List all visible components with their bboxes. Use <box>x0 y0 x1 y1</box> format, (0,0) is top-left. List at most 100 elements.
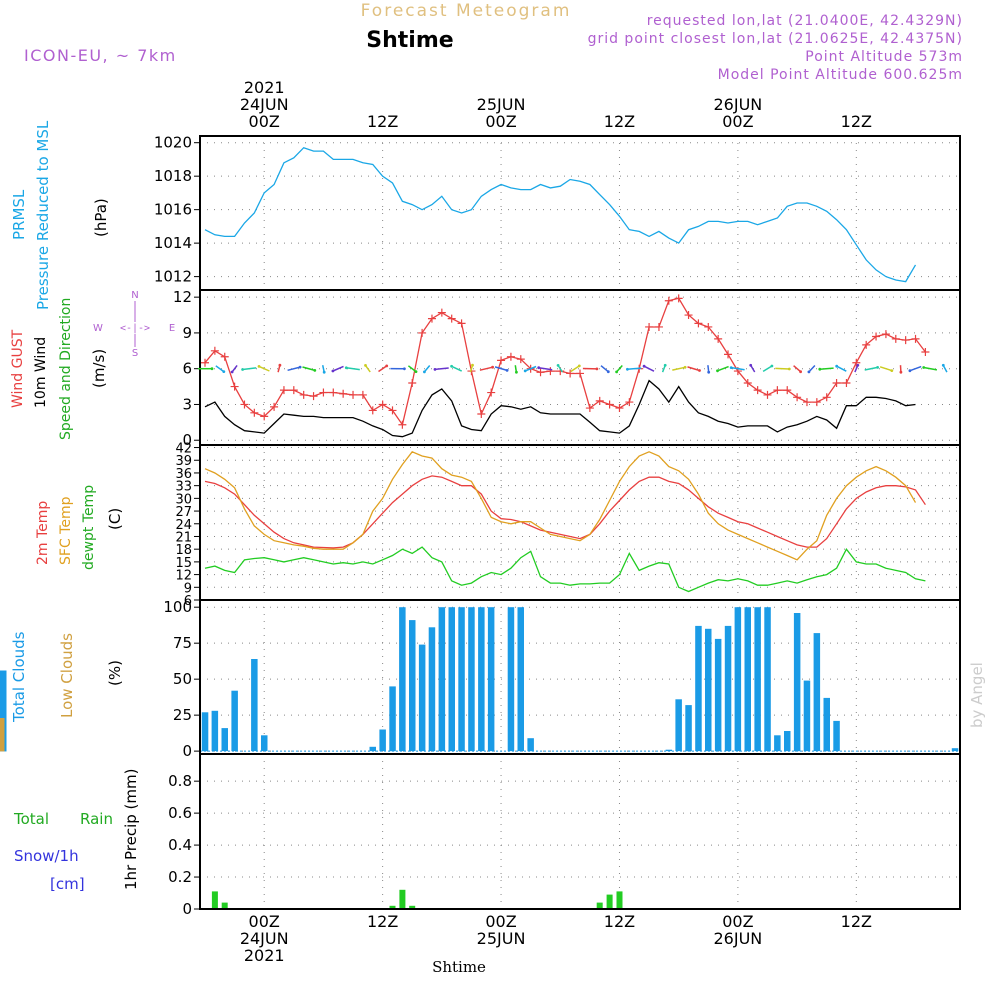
wind-unit-label: (m/s) <box>90 349 108 388</box>
bottom-time-label: 00Z <box>485 912 516 931</box>
wind-arrow-head <box>278 363 282 367</box>
temperature-ytick-label: 9 <box>184 581 192 596</box>
wind-arrow-head <box>505 369 509 372</box>
pressure-ytick-label: 1016 <box>154 201 192 219</box>
wind-arrow-head <box>908 369 912 373</box>
gust-marker <box>319 388 328 397</box>
cloud-unit-label: (%) <box>106 660 124 686</box>
clouds-bar <box>813 633 821 752</box>
wind-arrow <box>819 367 834 370</box>
wind-arrow <box>215 365 225 373</box>
compass-n: N <box>131 290 138 301</box>
gust-marker <box>704 322 713 331</box>
pressure-frame <box>199 135 961 291</box>
gust-marker <box>516 355 525 364</box>
wind-arrow-head <box>222 370 226 373</box>
temperature-ytick-label: 33 <box>175 480 192 495</box>
gust-marker <box>378 400 387 409</box>
top-time-label: 00Z <box>722 112 753 131</box>
wind-arrow-head <box>787 367 791 371</box>
wind-arrow-head <box>770 364 774 368</box>
gust-marker <box>684 311 693 320</box>
temperature-ytick-label: 18 <box>175 543 192 558</box>
wind-arrow <box>923 366 938 371</box>
gust-marker <box>852 358 861 367</box>
clouds-bar <box>418 644 426 752</box>
wind-arrow <box>616 365 623 373</box>
precip-ytick-label: 0.8 <box>168 772 192 790</box>
wind-arrow <box>775 367 790 370</box>
temperature-ytick-label: 6 <box>184 594 192 609</box>
product-title: Forecast Meteogram <box>361 1 572 21</box>
wind-arrow-head <box>257 365 261 368</box>
gust-marker <box>812 398 821 407</box>
clouds-bar <box>665 749 673 752</box>
wind-arrow-head <box>606 370 610 374</box>
wind-arrow-head <box>515 370 518 374</box>
gust-marker <box>358 390 367 399</box>
wind-arrow <box>687 366 700 372</box>
gust-marker <box>408 379 417 387</box>
precip-ytick-label: 0.6 <box>168 804 192 822</box>
clouds-ytick-label: 25 <box>173 706 192 724</box>
wind-arrow-head <box>941 363 945 367</box>
wind-arrow-head <box>729 366 733 369</box>
clouds-bar <box>0 676 7 752</box>
temperature-ytick-label: 27 <box>175 505 192 520</box>
wind-arrow <box>538 366 553 371</box>
bottom-time-label: 24JUN <box>240 929 289 948</box>
wind-ytick-label: 9 <box>182 324 192 342</box>
wind-arrow <box>378 365 388 373</box>
wind-arrow-head <box>922 366 926 369</box>
clouds-bar <box>201 712 209 752</box>
top-time-label: 00Z <box>249 112 280 131</box>
temperature-ytick-label: 42 <box>175 442 192 457</box>
wind-arrow <box>524 365 537 372</box>
gust-marker <box>674 294 683 303</box>
clouds-bar <box>784 731 791 752</box>
bottom-time-label: 25JUN <box>477 929 526 948</box>
gust-marker <box>901 336 910 345</box>
clouds-bar <box>705 628 712 752</box>
clouds-bar <box>803 680 811 752</box>
wind-arrow-head <box>313 369 317 372</box>
temperature-ytick-label: 21 <box>175 530 192 545</box>
gust-marker <box>763 390 772 399</box>
wind-arrow-head <box>856 363 860 367</box>
pressure-unit-label: (hPa) <box>92 198 110 237</box>
wind-arrow <box>258 365 270 372</box>
compass-arrows: <-|-> <box>120 323 150 334</box>
precip-bar <box>399 889 406 909</box>
gust-marker <box>881 330 890 339</box>
bottom-time-label: 26JUN <box>714 929 763 948</box>
clouds-bar <box>478 607 485 752</box>
precip-axis-label: 1hr Precip (mm) <box>122 769 140 890</box>
gust-marker <box>664 296 673 305</box>
gust-marker <box>427 314 436 323</box>
wind-arrow <box>600 365 609 373</box>
temperature-ytick-label: 24 <box>175 518 192 533</box>
compass-s: S <box>132 348 138 359</box>
clouds-bar <box>675 699 682 752</box>
pressure-ytick-label: 1018 <box>154 167 192 185</box>
wind-ytick-label: 12 <box>173 288 192 306</box>
gust-marker <box>783 386 792 395</box>
wind-arrow <box>762 365 773 373</box>
wind-arrow-head <box>663 363 667 367</box>
temperature-series-2m-temp <box>204 475 926 549</box>
wind-frame <box>199 289 961 446</box>
compass-e: E <box>169 323 175 334</box>
wind-arrow-head <box>523 369 527 373</box>
wind-arrow-head <box>423 370 426 374</box>
precip-frame <box>199 753 961 910</box>
gust-marker <box>832 379 841 387</box>
clouds-bar <box>685 705 692 752</box>
clouds-bar <box>744 607 751 752</box>
gust-marker <box>220 352 229 361</box>
pressure-panel-labels: PRMSL Pressure Reduced to MSL (hPa) <box>10 120 110 310</box>
compass-rose: N S W E <-|-> <box>93 290 175 359</box>
wind-arrow-head <box>890 369 894 372</box>
top-time-label: 12Z <box>841 112 872 131</box>
clouds-bar <box>389 686 396 752</box>
precip-bar <box>409 905 416 909</box>
